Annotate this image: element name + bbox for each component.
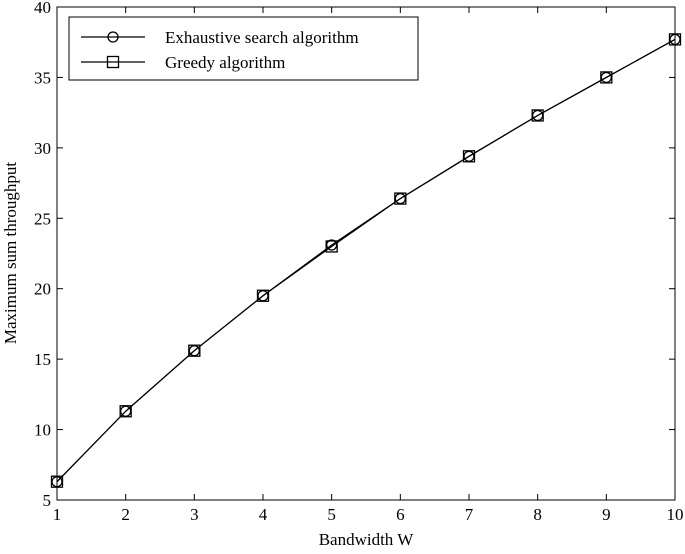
y-axis-label: Maximum sum throughput [1, 162, 20, 345]
x-tick-label: 5 [327, 505, 336, 524]
data-point-square [600, 71, 613, 84]
x-tick-label: 7 [465, 505, 474, 524]
data-point-square [668, 33, 682, 46]
data-point-square [531, 109, 544, 122]
x-tick-label: 10 [667, 505, 684, 524]
data-point-square [325, 240, 338, 253]
data-point-square [256, 289, 270, 302]
data-point-square [50, 475, 64, 488]
series-layer [50, 33, 682, 488]
y-tick-label: 15 [34, 350, 51, 369]
y-tick-label: 25 [34, 209, 51, 228]
x-tick-label: 2 [121, 505, 130, 524]
x-tick-label: 4 [259, 505, 268, 524]
x-tick-label: 9 [602, 505, 611, 524]
legend-box [68, 16, 419, 81]
plot-area [56, 6, 676, 501]
ticks-layer: 1 2 3 4 5 6 7 8 9 10 5 10 15 20 25 30 35 40 [34, 0, 684, 524]
series-line [56, 38, 676, 483]
y-tick-label: 20 [34, 280, 51, 299]
y-tick-label: 10 [34, 421, 51, 440]
x-tick-label: 1 [53, 505, 62, 524]
y-tick-label: 5 [43, 491, 52, 510]
data-point-square [188, 344, 201, 357]
legend-label: Greedy algorithm [165, 53, 285, 72]
x-tick-label: 3 [190, 505, 199, 524]
legend-marker-square [106, 55, 120, 69]
x-tick-label: 6 [396, 505, 405, 524]
data-point-square [119, 405, 132, 418]
y-tick-label: 40 [34, 0, 51, 17]
series-2 [50, 33, 682, 488]
data-point-square [394, 192, 407, 205]
legend-marker-circle [107, 31, 119, 43]
legend-label: Exhaustive search algorithm [165, 28, 359, 47]
y-tick-label: 35 [34, 68, 51, 87]
x-axis-label: Bandwidth W [319, 530, 415, 549]
x-tick-label: 8 [533, 505, 542, 524]
data-point-square [462, 150, 476, 163]
legend: Exhaustive search algorithm Greedy algori… [68, 16, 419, 81]
y-tick-label: 30 [34, 139, 51, 158]
